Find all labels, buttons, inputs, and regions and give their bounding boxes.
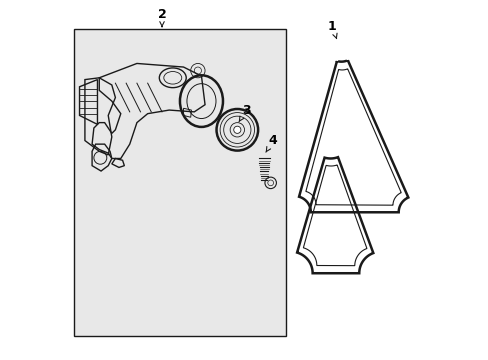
Text: 2: 2 [157, 8, 166, 27]
Text: 1: 1 [327, 20, 336, 39]
Text: 3: 3 [239, 104, 250, 122]
Bar [74, 30, 285, 336]
Text: 4: 4 [265, 134, 277, 152]
Circle shape [233, 126, 241, 134]
